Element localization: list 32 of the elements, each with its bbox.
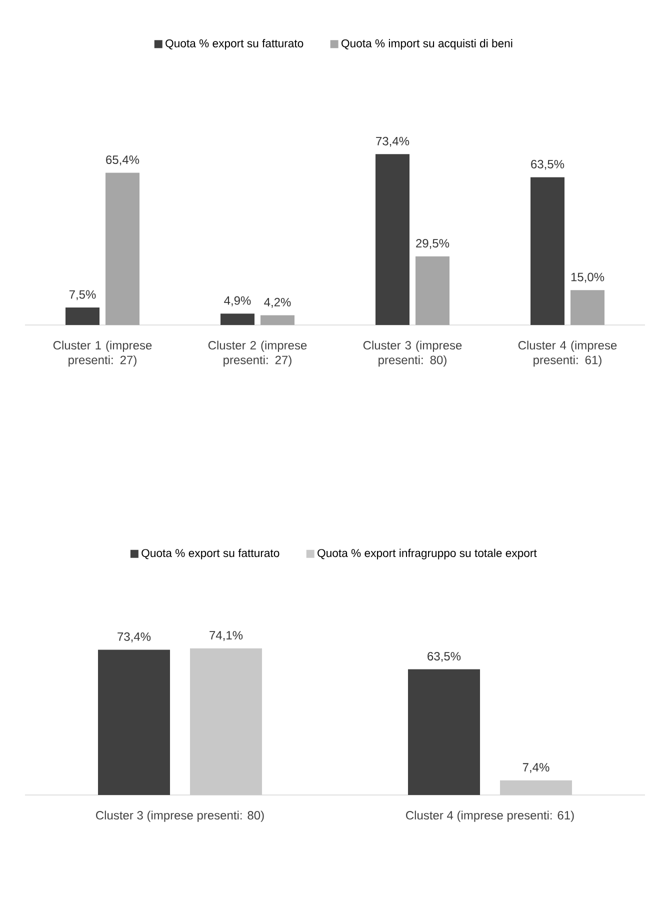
data-label: 65,4% [106,155,140,166]
bar [530,177,564,325]
bar [376,154,410,325]
legend-label: Quota % export su fatturato [142,548,280,560]
x-tick-label: Cluster 4 (imprese presenti: 61) [406,810,574,822]
x-tick-label: Cluster 2 (imprese presenti: 27) [208,340,307,367]
data-label: 4,2% [264,298,291,308]
x-tick-label: Cluster 1 (imprese presenti: 27) [53,340,152,367]
data-label: 73,4% [118,632,151,642]
bar [98,650,170,795]
data-label: 74,1% [210,631,243,641]
bar [220,314,254,325]
data-label: 15,0% [571,272,604,283]
x-tick-label: Cluster 3 (imprese presenti: 80) [96,810,264,822]
data-label: 7,5% [69,290,96,300]
bar [408,669,480,795]
data-label: 63,5% [531,160,564,170]
legend-label: Quota % export su fatturato [166,39,304,50]
x-tick-label: Cluster 4 (imprese presenti: 61) [518,340,617,367]
data-label: 7,4% [522,763,550,773]
x-tick-label: Cluster 3 (imprese presenti: 80) [363,340,462,367]
bar [106,172,140,325]
bar [66,308,100,325]
bar [570,290,604,325]
legend-label: Quota % import su acquisti di beni [342,39,512,50]
bar [260,315,294,325]
data-label: 29,5% [416,239,450,249]
data-label: 73,4% [376,136,410,147]
data-label: 63,5% [428,652,461,662]
bar [416,256,450,325]
legend-label: Quota % export infragruppo su totale export [318,548,537,560]
data-label: 4,9% [224,296,251,306]
